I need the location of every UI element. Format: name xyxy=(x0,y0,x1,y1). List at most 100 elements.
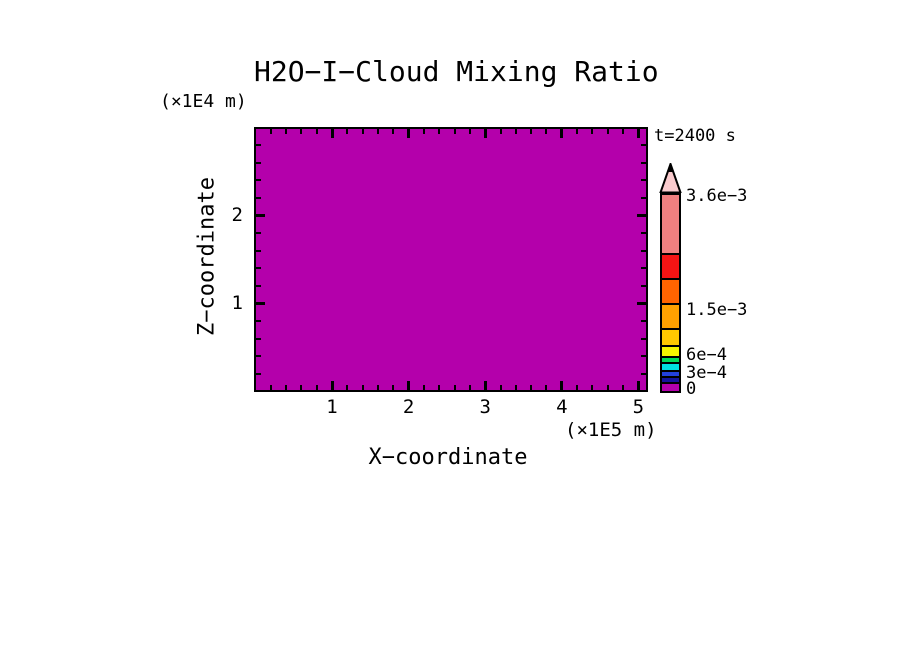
major-tick xyxy=(483,129,487,138)
minor-tick xyxy=(285,129,288,134)
minor-tick xyxy=(468,385,471,390)
minor-tick xyxy=(422,129,425,134)
minor-tick xyxy=(468,129,471,134)
minor-tick xyxy=(256,179,261,182)
colorbar-level-label: 6e−4 xyxy=(686,345,727,365)
minor-tick xyxy=(622,129,625,134)
major-tick xyxy=(483,381,487,390)
x-axis-unit-label: (×1E5 m) xyxy=(565,419,657,441)
minor-tick xyxy=(530,129,533,134)
minor-tick xyxy=(256,232,261,234)
minor-tick xyxy=(256,144,261,146)
colorbar-segment-navy xyxy=(662,378,679,384)
minor-tick xyxy=(622,385,625,390)
major-tick xyxy=(330,381,334,390)
minor-tick xyxy=(545,129,548,134)
minor-tick xyxy=(641,337,646,340)
chart-title: H2O−I−Cloud Mixing Ratio xyxy=(254,55,659,88)
minor-tick xyxy=(315,129,318,134)
minor-tick xyxy=(514,129,517,134)
colorbar-level-label: 3e−4 xyxy=(686,363,727,383)
minor-tick xyxy=(641,144,646,146)
colorbar-level-label: 1.5e−3 xyxy=(686,300,748,320)
minor-tick xyxy=(499,129,502,134)
minor-tick xyxy=(269,385,272,390)
minor-tick xyxy=(641,372,646,375)
minor-tick xyxy=(641,179,646,182)
minor-tick xyxy=(591,129,594,134)
major-tick xyxy=(407,129,411,138)
minor-tick xyxy=(514,385,517,390)
minor-tick xyxy=(256,267,261,270)
minor-tick xyxy=(256,355,261,358)
minor-tick xyxy=(376,385,379,390)
x-tick-label: 4 xyxy=(556,396,568,418)
major-tick xyxy=(637,301,646,305)
minor-tick xyxy=(376,129,379,134)
minor-tick xyxy=(256,337,261,340)
colorbar-segment-orange xyxy=(662,305,679,330)
z-axis-unit-label: (×1E4 m) xyxy=(160,91,247,112)
plot-area xyxy=(254,127,648,392)
minor-tick xyxy=(392,129,395,134)
minor-tick xyxy=(361,129,364,134)
major-tick xyxy=(256,213,265,217)
minor-tick xyxy=(606,385,609,390)
minor-tick xyxy=(530,385,533,390)
minor-tick xyxy=(545,385,548,390)
minor-tick xyxy=(641,267,646,270)
minor-tick xyxy=(641,232,646,234)
colorbar-segment-blue xyxy=(662,372,679,378)
minor-tick xyxy=(576,385,579,390)
minor-tick xyxy=(453,385,456,390)
minor-tick xyxy=(641,196,646,199)
minor-tick xyxy=(641,249,646,252)
colorbar-segment-yellow xyxy=(662,347,679,358)
minor-tick xyxy=(438,385,441,390)
major-tick xyxy=(636,129,640,138)
minor-tick xyxy=(453,129,456,134)
colorbar-segment-dark-orange xyxy=(662,280,679,305)
minor-tick xyxy=(256,161,261,164)
minor-tick xyxy=(641,161,646,164)
minor-tick xyxy=(641,355,646,358)
minor-tick xyxy=(422,385,425,390)
minor-tick xyxy=(315,385,318,390)
time-annotation: t=2400 s xyxy=(654,126,736,146)
minor-tick xyxy=(641,284,646,287)
minor-tick xyxy=(256,249,261,252)
z-tick-label: 1 xyxy=(231,292,243,315)
x-axis-title: X−coordinate xyxy=(368,445,528,470)
colorbar-segment-magenta xyxy=(662,384,679,391)
minor-tick xyxy=(256,320,261,322)
major-tick xyxy=(560,381,564,390)
minor-tick xyxy=(300,385,303,390)
minor-tick xyxy=(269,129,272,134)
x-tick-label: 1 xyxy=(326,396,338,418)
x-tick-label: 3 xyxy=(479,396,491,418)
colorbar xyxy=(660,193,681,393)
major-tick xyxy=(407,381,411,390)
minor-tick xyxy=(285,385,288,390)
x-tick-label: 2 xyxy=(402,396,415,418)
major-tick xyxy=(636,381,640,390)
colorbar-level-label: 0 xyxy=(686,379,697,399)
z-axis-title: Z−coordinate xyxy=(194,177,220,336)
colorbar-segment-red xyxy=(662,255,679,280)
minor-tick xyxy=(392,385,395,390)
minor-tick xyxy=(346,129,349,134)
minor-tick xyxy=(606,129,609,134)
minor-tick xyxy=(300,129,303,134)
colorbar-segment-gold xyxy=(662,330,679,347)
colorbar-arrow-tip-icon xyxy=(659,163,682,193)
minor-tick xyxy=(346,385,349,390)
minor-tick xyxy=(499,385,502,390)
colorbar-segment-salmon xyxy=(662,195,679,255)
minor-tick xyxy=(256,372,261,375)
minor-tick xyxy=(576,129,579,134)
major-tick xyxy=(256,301,265,305)
colorbar-segment-green xyxy=(662,358,679,364)
minor-tick xyxy=(641,320,646,322)
minor-tick xyxy=(591,385,594,390)
